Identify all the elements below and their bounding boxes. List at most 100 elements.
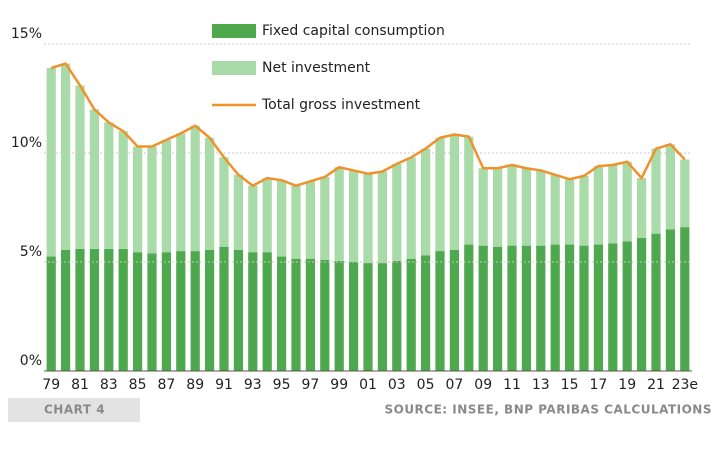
bar <box>564 244 575 371</box>
bar <box>363 173 373 264</box>
y-tick-label: 5% <box>20 244 42 260</box>
x-tick-label: 07 <box>445 377 463 393</box>
bar <box>305 258 316 371</box>
bar <box>377 171 388 264</box>
x-tick-label: 85 <box>129 377 147 393</box>
bar <box>60 63 71 251</box>
x-tick-label: 15 <box>561 377 579 393</box>
legend-label: Net investment <box>262 60 371 76</box>
bar <box>680 159 690 228</box>
bar <box>204 250 215 371</box>
x-tick-label: 17 <box>589 377 607 393</box>
bar <box>320 259 330 371</box>
x-tick-label: 79 <box>42 377 60 393</box>
bar <box>636 178 647 239</box>
bar <box>190 251 200 371</box>
bar <box>464 244 474 371</box>
bar <box>305 181 316 259</box>
bar <box>651 148 661 234</box>
bar <box>320 176 330 260</box>
bar <box>622 241 632 371</box>
bar <box>521 168 532 246</box>
bar <box>89 248 100 371</box>
bar <box>291 258 301 371</box>
bar <box>435 251 445 371</box>
legend-label: Fixed capital consumption <box>262 23 445 39</box>
bar <box>550 174 560 245</box>
bar <box>521 245 532 371</box>
legend-swatch <box>212 24 256 38</box>
x-tick-label: 19 <box>618 377 636 393</box>
line <box>50 62 686 187</box>
bar <box>579 245 589 371</box>
bar <box>233 174 244 251</box>
bar <box>392 260 402 371</box>
bar <box>60 250 71 371</box>
bar <box>579 175 589 246</box>
bar <box>564 179 575 245</box>
bar <box>348 262 359 371</box>
x-tick-label: 09 <box>474 377 492 393</box>
x-tick-label: 21 <box>647 377 665 393</box>
bar <box>449 134 460 251</box>
bar <box>420 255 431 371</box>
bar <box>291 185 301 259</box>
bar <box>478 168 488 246</box>
bar <box>147 146 157 254</box>
bar <box>593 166 604 245</box>
bar <box>550 244 560 371</box>
x-tick-label: 99 <box>330 377 348 393</box>
bar <box>262 178 272 253</box>
source: SOURCE: INSEE, BNP PARIBAS CALCULATIONS <box>384 403 712 417</box>
x-tick-label: 01 <box>359 377 377 393</box>
x-tick-label: 87 <box>157 377 175 393</box>
bar <box>622 161 632 242</box>
x-tick-label: 97 <box>301 377 319 393</box>
legend-label: Total gross investment <box>261 97 421 113</box>
bar <box>219 246 229 371</box>
x-tick-label: 05 <box>417 377 435 393</box>
x-tick-label: 81 <box>71 377 89 393</box>
bar <box>147 253 157 371</box>
y-tick-label: 15% <box>11 26 42 42</box>
bar <box>248 252 258 371</box>
bar <box>104 248 114 371</box>
bar <box>651 233 661 371</box>
bar <box>176 133 186 252</box>
legend-swatch <box>212 61 256 75</box>
bar <box>276 180 287 257</box>
bar <box>104 122 114 249</box>
bar <box>464 136 474 245</box>
bar <box>435 137 445 252</box>
bar <box>348 170 359 262</box>
bar <box>262 252 272 371</box>
bar <box>406 157 416 259</box>
x-tick-label: 23e <box>672 377 698 393</box>
x-tick-label: 95 <box>273 377 291 393</box>
bar <box>363 263 373 371</box>
bar <box>392 163 402 261</box>
bar <box>406 258 416 371</box>
bar <box>118 131 128 249</box>
x-tick-label: 89 <box>186 377 204 393</box>
bar <box>377 263 388 371</box>
bar <box>334 167 344 261</box>
bar <box>248 185 258 253</box>
bar <box>334 260 344 371</box>
bar <box>449 250 460 371</box>
bar <box>536 245 546 371</box>
x-tick-label: 03 <box>388 377 406 393</box>
x-tick-label: 13 <box>532 377 550 393</box>
bar <box>507 245 517 371</box>
bar <box>608 243 618 371</box>
x-tick-label: 83 <box>100 377 118 393</box>
x-tick-label: 91 <box>215 377 233 393</box>
bar <box>507 164 517 246</box>
bar <box>420 148 431 256</box>
bar <box>190 125 200 252</box>
bar <box>593 244 604 371</box>
chart-label-box <box>8 398 140 422</box>
bar <box>161 252 172 371</box>
bar <box>46 67 56 257</box>
bar <box>75 248 85 371</box>
